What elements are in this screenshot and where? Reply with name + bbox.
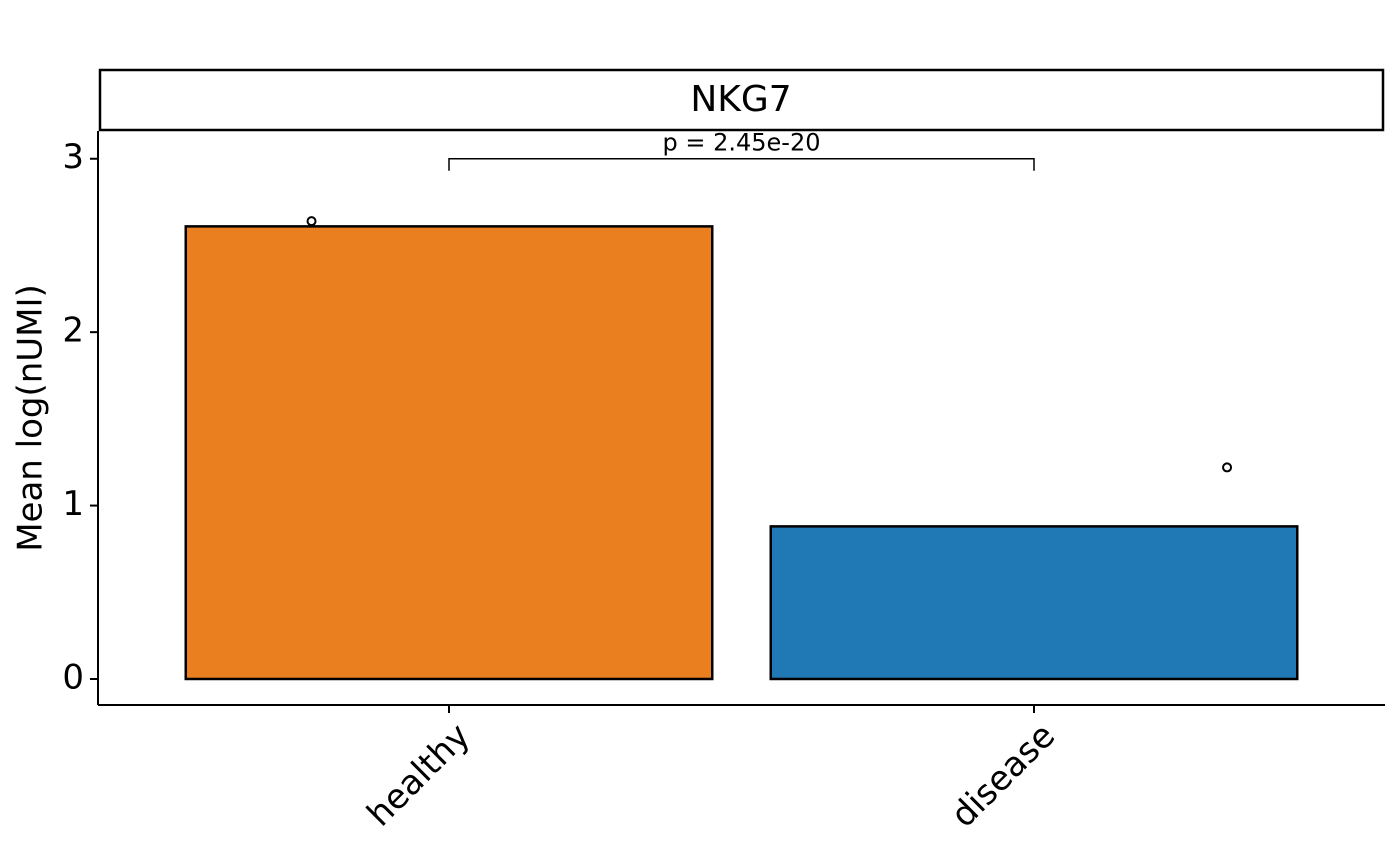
y-tick-label: 3 [62,137,84,177]
x-tick-label: disease [943,716,1063,836]
bar [769,525,1299,681]
y-tick-label: 1 [62,484,84,524]
y-axis-label: Mean log(nUMI) [11,284,51,552]
data-point [306,216,317,227]
significance-bracket [448,157,1035,171]
bar [184,225,714,681]
y-tick-label: 2 [62,311,84,351]
y-tick-label: 0 [62,657,84,697]
p-value-label: p = 2.45e-20 [662,129,820,157]
facet-strip [98,68,1385,132]
data-point [1222,462,1233,473]
chart-title: NKG7 [690,79,791,120]
x-tick-label: healthy [359,716,478,835]
